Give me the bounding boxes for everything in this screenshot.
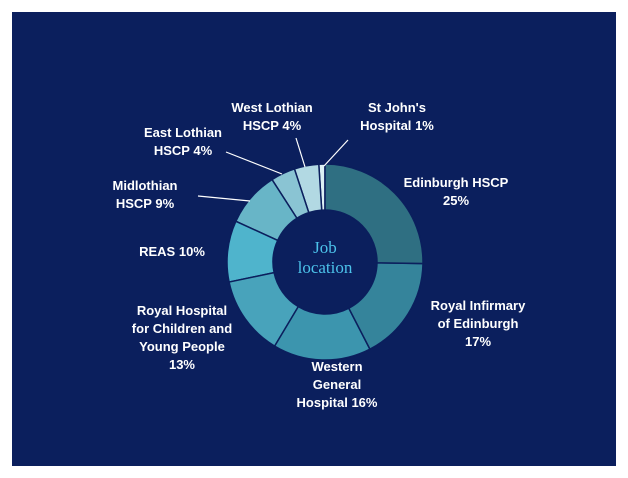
slice-label: Western General Hospital 16% — [297, 358, 378, 412]
value-label: 9% — [155, 196, 175, 211]
donut-slice — [226, 220, 279, 283]
category-label: Royal Hospital for Children and Young Pe… — [131, 303, 233, 354]
category-label: East Lothian HSCP — [143, 125, 223, 158]
leader-lines — [197, 137, 349, 202]
value-label: 4% — [193, 143, 213, 158]
leader-line — [225, 151, 283, 175]
category-label: Royal Infirmary of Edinburgh — [430, 298, 526, 331]
donut-slice — [234, 178, 298, 242]
slice-label: Midlothian HSCP 9% — [113, 177, 178, 213]
donut-slice — [324, 163, 424, 265]
value-label: 4% — [282, 118, 302, 133]
slice-label: REAS 10% — [139, 243, 205, 261]
leader-line — [295, 137, 306, 168]
panel — [12, 12, 616, 466]
category-label: St John's Hospital — [360, 100, 426, 133]
value-label: 10% — [178, 244, 205, 259]
category-label: West Lothian HSCP — [231, 100, 313, 133]
slice-label: Royal Infirmary of Edinburgh 17% — [431, 297, 526, 351]
donut-slice — [270, 167, 310, 220]
slice-label: Edinburgh HSCP 25% — [404, 174, 509, 210]
donut-slice — [347, 262, 424, 351]
slice-label: St John's Hospital 1% — [360, 99, 434, 135]
leader-line — [197, 195, 251, 202]
value-label: 13% — [168, 357, 196, 372]
slice-label: Royal Hospital for Children and Young Pe… — [132, 302, 232, 374]
donut-slice — [293, 163, 323, 214]
leader-line — [323, 139, 349, 167]
slice-label: West Lothian HSCP 4% — [231, 99, 312, 135]
value-label: 25% — [442, 193, 470, 208]
category-label: Edinburgh HSCP — [403, 175, 509, 190]
category-label: Midlothian HSCP — [112, 178, 178, 211]
value-label: 16% — [351, 395, 378, 410]
category-label: REAS — [139, 244, 176, 259]
donut-slice — [273, 305, 371, 361]
center-label: Job location — [297, 238, 353, 277]
value-label: 1% — [415, 118, 434, 133]
value-label: 17% — [464, 334, 492, 349]
category-label: Western General Hospital — [296, 359, 363, 410]
donut-slice — [228, 271, 300, 348]
slice-label: East Lothian HSCP 4% — [144, 124, 222, 160]
